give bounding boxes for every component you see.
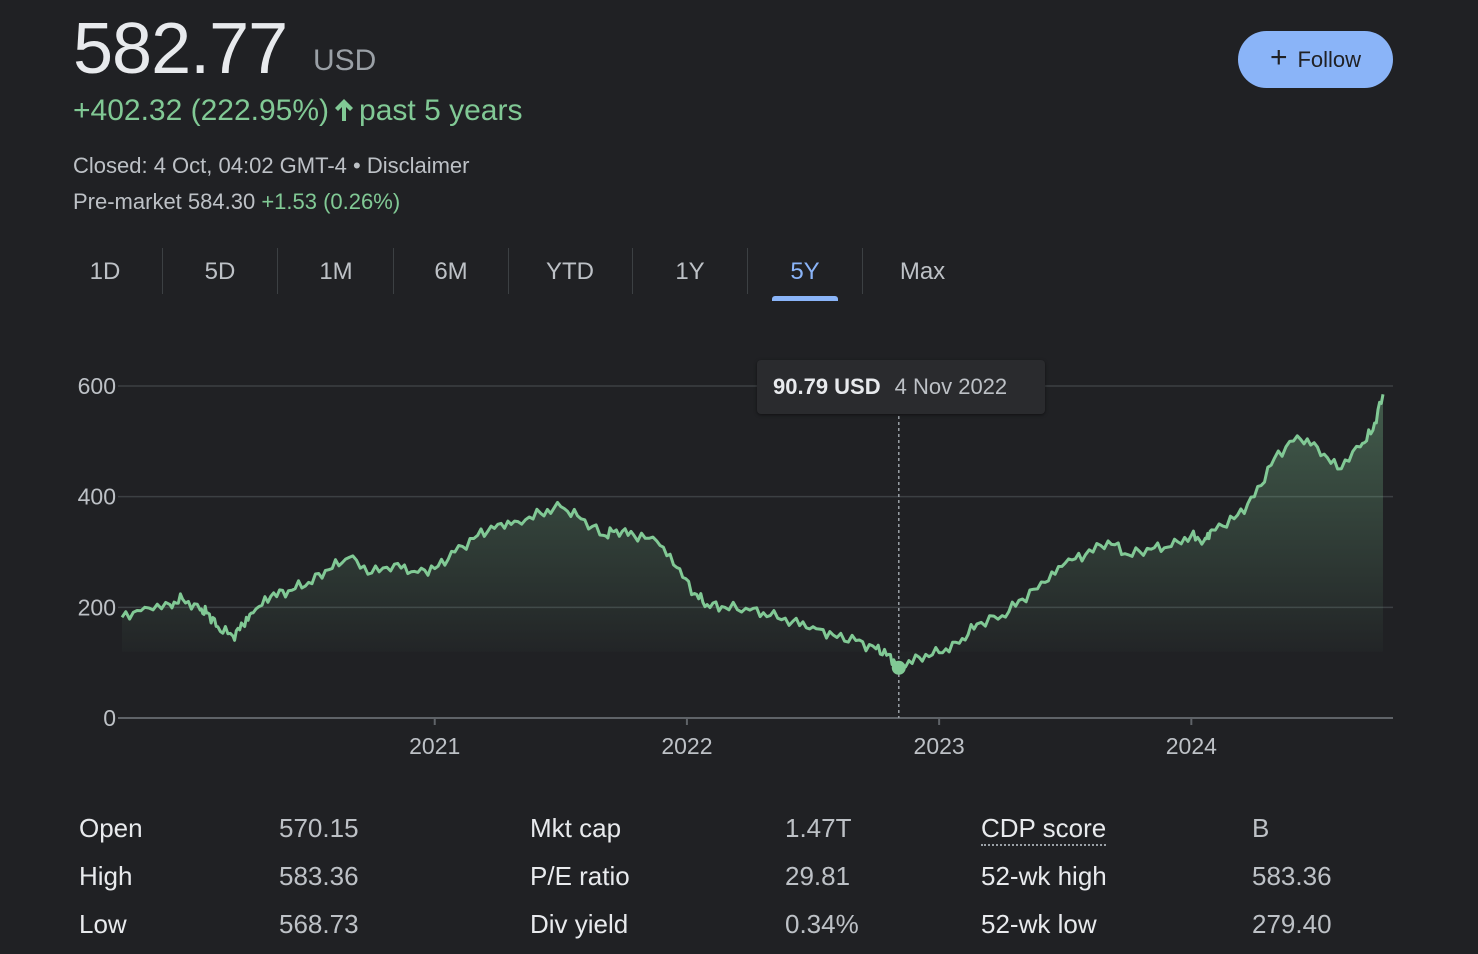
chart-tooltip: 90.79 USD 4 Nov 2022: [757, 360, 1045, 414]
tab-label: 6M: [434, 258, 468, 285]
stat-value-cdp-score: B: [1252, 813, 1270, 843]
stat-value-mkt-cap: 1.47T: [785, 813, 852, 843]
stat-value-pe-ratio: 29.81: [785, 861, 851, 891]
stock-price: 582.77: [73, 9, 288, 89]
x-tick-label: 2022: [661, 733, 712, 759]
y-tick-label: 600: [78, 373, 116, 399]
tab-label: Max: [899, 258, 946, 285]
tab-ytd[interactable]: YTD: [520, 248, 620, 296]
change-value: +402.32 (222.95%): [73, 94, 330, 127]
follow-button[interactable]: + Follow: [1238, 31, 1393, 88]
tab-label: YTD: [546, 258, 594, 285]
tab-divider: [393, 248, 394, 294]
price-area: [122, 394, 1383, 670]
stat-label-low: Low: [79, 909, 127, 939]
stat-value-52wk-high: 583.36: [1252, 861, 1332, 891]
stat-value-low: 568.73: [279, 909, 359, 939]
tab-1m[interactable]: 1M: [290, 248, 382, 296]
tooltip-value: 90.79 USD: [773, 374, 881, 399]
stat-label-div-yield: Div yield: [530, 909, 629, 939]
y-tick-label: 0: [103, 705, 116, 731]
stat-value-div-yield: 0.34%: [785, 909, 859, 939]
arrow-up-icon: [333, 97, 355, 131]
stat-label-open: Open: [79, 813, 143, 843]
tab-divider: [862, 248, 863, 294]
tab-6m[interactable]: 6M: [405, 248, 497, 296]
tab-divider: [162, 248, 163, 294]
stat-label-cdp-score[interactable]: CDP score: [981, 813, 1107, 846]
active-tab-indicator: [772, 296, 838, 301]
tab-divider: [747, 248, 748, 294]
stat-value-52wk-low: 279.40: [1252, 909, 1332, 939]
premarket-price: Pre-market 584.30: [73, 189, 256, 214]
tab-divider: [508, 248, 509, 294]
x-tick-label: 2023: [914, 733, 965, 759]
tab-1y[interactable]: 1Y: [645, 248, 735, 296]
stat-label-mkt-cap: Mkt cap: [530, 813, 622, 843]
tab-5y[interactable]: 5Y: [760, 248, 850, 301]
price-change: +402.32 (222.95%) past 5 years: [73, 94, 522, 131]
tab-label: 5D: [204, 258, 236, 285]
tab-label: 1M: [319, 258, 353, 285]
stat-label-pe-ratio: P/E ratio: [530, 861, 630, 891]
currency-label: USD: [313, 44, 377, 77]
hover-point: [891, 660, 906, 675]
stat-value-open: 570.15: [279, 813, 359, 843]
tab-1d[interactable]: 1D: [60, 248, 150, 296]
stat-label-52wk-low: 52-wk low: [981, 909, 1097, 939]
tab-5d[interactable]: 5D: [175, 248, 265, 296]
tab-label: 5Y: [790, 258, 820, 285]
market-status: Closed: 4 Oct, 04:02 GMT-4 • Disclaimer: [73, 153, 470, 178]
tab-divider: [277, 248, 278, 294]
x-tick-label: 2021: [409, 733, 460, 759]
tab-max[interactable]: Max: [875, 248, 970, 296]
follow-label: Follow: [1297, 46, 1362, 72]
premarket-change: +1.53 (0.26%): [261, 189, 401, 214]
price-line: [120, 394, 1385, 671]
tab-label: 1Y: [675, 258, 705, 285]
tab-divider: [632, 248, 633, 294]
stat-label-high: High: [79, 861, 133, 891]
stat-label-52wk-high: 52-wk high: [981, 861, 1107, 891]
premarket-info: Pre-market 584.30 +1.53 (0.26%): [73, 189, 400, 215]
plus-icon: +: [1269, 41, 1288, 74]
tab-label: 1D: [89, 258, 121, 285]
y-tick-label: 400: [78, 484, 116, 510]
stat-value-high: 583.36: [279, 861, 359, 891]
y-tick-label: 200: [78, 594, 116, 620]
price-chart[interactable]: 0 200 400 600 2021 2022 2023 2024: [0, 340, 1478, 770]
tooltip-date: 4 Nov 2022: [894, 374, 1008, 399]
x-tick-label: 2024: [1166, 733, 1217, 759]
change-period: past 5 years: [359, 94, 523, 127]
